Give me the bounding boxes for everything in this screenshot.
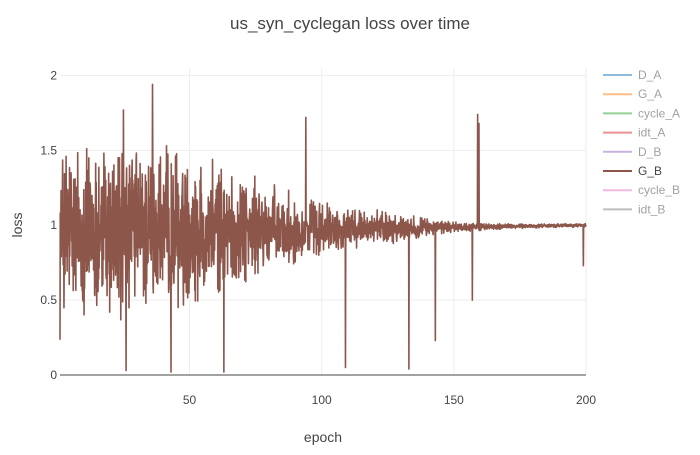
x-tick-label: 50 [183,393,197,407]
legend: D_A G_A cycle_A idt_A D_B G_B cycle_B idt_B [603,68,680,216]
axes: 0 0.5 1 1.5 2 50 100 150 200 [40,68,596,407]
x-tick-label: 100 [312,393,332,407]
x-axis-label: epoch [304,429,342,445]
chart-title: us_syn_cyclegan loss over time [230,14,470,33]
legend-item-cycle-b[interactable]: cycle_B [603,183,680,197]
legend-label: cycle_B [638,183,680,197]
legend-label: G_B [638,164,662,178]
y-tick-label: 2 [50,68,57,82]
legend-label: idt_A [638,126,665,140]
x-tick-label: 150 [444,393,464,407]
y-axis-label: loss [9,213,25,238]
x-tick-label: 200 [576,393,596,407]
legend-label: idt_B [638,202,665,216]
y-tick-label: 1.5 [40,143,57,157]
legend-label: D_B [638,145,661,159]
y-tick-label: 1 [50,218,57,232]
legend-item-idt-b[interactable]: idt_B [603,202,665,216]
legend-label: G_A [638,87,662,101]
y-tick-label: 0.5 [40,293,57,307]
legend-item-cycle-a[interactable]: cycle_A [603,106,680,120]
legend-item-g-a[interactable]: G_A [603,87,662,101]
series-line-g-b[interactable] [59,83,587,373]
plot-area[interactable] [59,83,587,373]
legend-item-d-b[interactable]: D_B [603,145,661,159]
legend-label: cycle_A [638,106,680,120]
legend-label: D_A [638,68,661,82]
legend-item-g-b[interactable]: G_B [603,164,662,178]
y-tick-label: 0 [50,368,57,382]
legend-item-d-a[interactable]: D_A [603,68,661,82]
legend-item-idt-a[interactable]: idt_A [603,126,665,140]
